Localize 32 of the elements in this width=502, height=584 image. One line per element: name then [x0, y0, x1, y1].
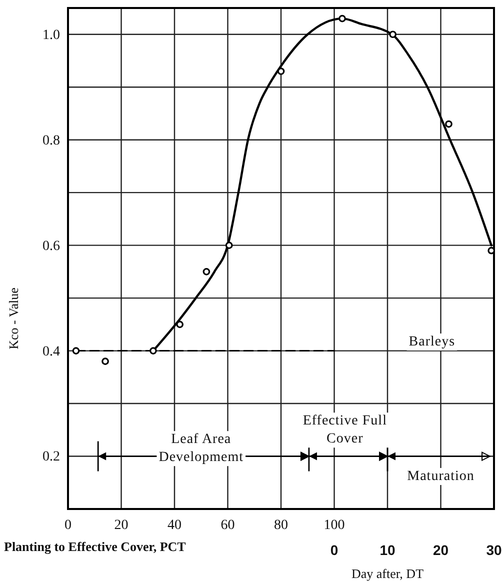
point	[176, 320, 184, 328]
x2-tick-label: 0	[330, 542, 338, 558]
point	[277, 68, 285, 75]
point	[225, 242, 233, 249]
point	[389, 30, 396, 38]
annotation: Barleys	[408, 334, 456, 350]
point	[202, 268, 210, 276]
point	[338, 14, 346, 22]
y-tick-label: 0.6	[42, 238, 60, 254]
x2-tick-label: 10	[380, 542, 396, 558]
x-tick-label: 100	[324, 518, 345, 533]
x2-axis-title: Day after, DT	[351, 566, 424, 581]
x2-tick-label: 20	[432, 542, 449, 558]
y-tick-label: 0.2	[42, 450, 60, 465]
x-axis-title: Planting to Effective Cover, PCT	[4, 539, 186, 554]
y-axis-title: Kco - Value	[6, 287, 21, 350]
y-tick-label: 0.4	[42, 344, 60, 360]
annotation: Maturation	[407, 468, 474, 484]
point	[72, 347, 80, 354]
x-tick-label: 80	[274, 518, 288, 533]
x2-tick-label: 30	[486, 542, 502, 558]
point	[150, 347, 157, 354]
annotation: Leaf Area Developmemt	[158, 432, 244, 466]
point	[102, 358, 109, 366]
y-tick-label: 1.0	[42, 28, 60, 43]
x-tick-label: 20	[114, 518, 128, 533]
point	[445, 120, 452, 128]
annotation: Effective Full Cover	[302, 414, 387, 447]
x-tick-label: 40	[168, 518, 182, 533]
y-tick-label: 0.8	[42, 133, 60, 148]
x-tick-label: 0	[64, 518, 72, 533]
x-tick-label: 60	[220, 518, 235, 533]
